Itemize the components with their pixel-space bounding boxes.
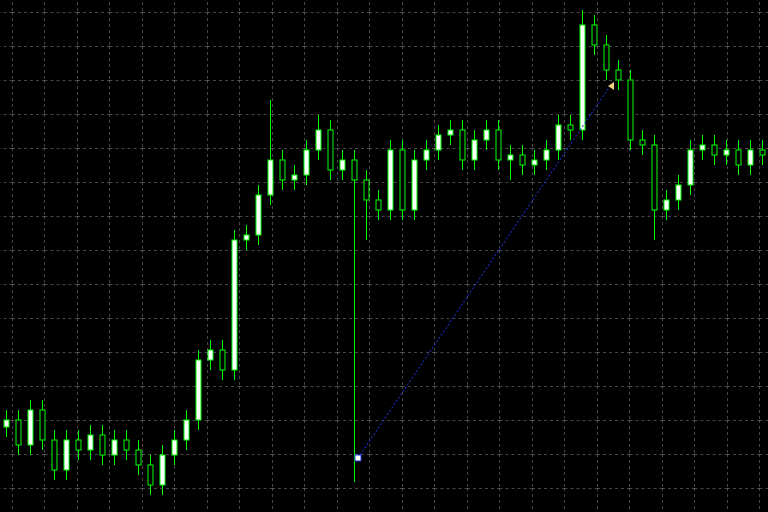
candle-body (411, 159, 418, 211)
candle-body (99, 434, 106, 456)
candle-body (123, 439, 130, 451)
candle-body (483, 129, 490, 141)
candle-body (387, 149, 394, 211)
candle-body (615, 69, 622, 81)
candle-body (543, 149, 550, 161)
candle-body (471, 139, 478, 161)
candle-body (459, 129, 466, 161)
candle-body (51, 439, 58, 471)
candle-body (735, 149, 742, 166)
candle-body (747, 149, 754, 166)
candle-body (675, 184, 682, 201)
candle-body (303, 149, 310, 176)
candle-body (27, 409, 34, 446)
candle-body (759, 149, 766, 156)
candle-body (723, 149, 730, 156)
candle-body (111, 439, 118, 456)
candle-body (279, 159, 286, 181)
candle-body (435, 134, 442, 151)
candle-body (243, 234, 250, 241)
candle-body (651, 144, 658, 211)
candle-body (219, 349, 226, 371)
candle-body (567, 124, 574, 131)
candle-body (339, 159, 346, 171)
trend-line-handle[interactable] (354, 454, 362, 462)
candle-body (39, 409, 46, 441)
candle-body (159, 454, 166, 486)
candle-body (375, 199, 382, 211)
candle-body (507, 154, 514, 161)
candle-body (687, 149, 694, 186)
candle-body (699, 144, 706, 151)
candle-body (519, 154, 526, 166)
candle-body (603, 44, 610, 71)
candle-body (15, 419, 22, 446)
candle-body (135, 449, 142, 466)
candle-body (75, 439, 82, 451)
candles (3, 10, 766, 495)
candle-body (183, 419, 190, 441)
candle-body (63, 439, 70, 471)
candle-body (231, 239, 238, 371)
price-marker (608, 82, 614, 90)
candle-body (87, 434, 94, 451)
candle-body (399, 149, 406, 211)
candle-body (171, 439, 178, 456)
candle-body (495, 129, 502, 161)
candle-body (711, 144, 718, 156)
candle-body (327, 129, 334, 171)
candle-body (195, 359, 202, 421)
candle-body (423, 149, 430, 161)
candle-body (591, 24, 598, 46)
candle-body (627, 79, 634, 141)
candle-body (663, 199, 670, 211)
candle-body (363, 179, 370, 201)
candle-body (207, 349, 214, 361)
candle-body (447, 129, 454, 136)
candle-body (267, 159, 274, 196)
candle-body (555, 124, 562, 151)
candle-body (291, 174, 298, 181)
candle-body (147, 464, 154, 486)
candle-body (315, 129, 322, 151)
candle-body (3, 419, 10, 428)
candle-body (255, 194, 262, 236)
candle-body (351, 159, 358, 181)
candle-body (639, 139, 646, 146)
trend-line[interactable] (357, 85, 611, 459)
candle-body (531, 159, 538, 166)
candle-body (579, 24, 586, 131)
